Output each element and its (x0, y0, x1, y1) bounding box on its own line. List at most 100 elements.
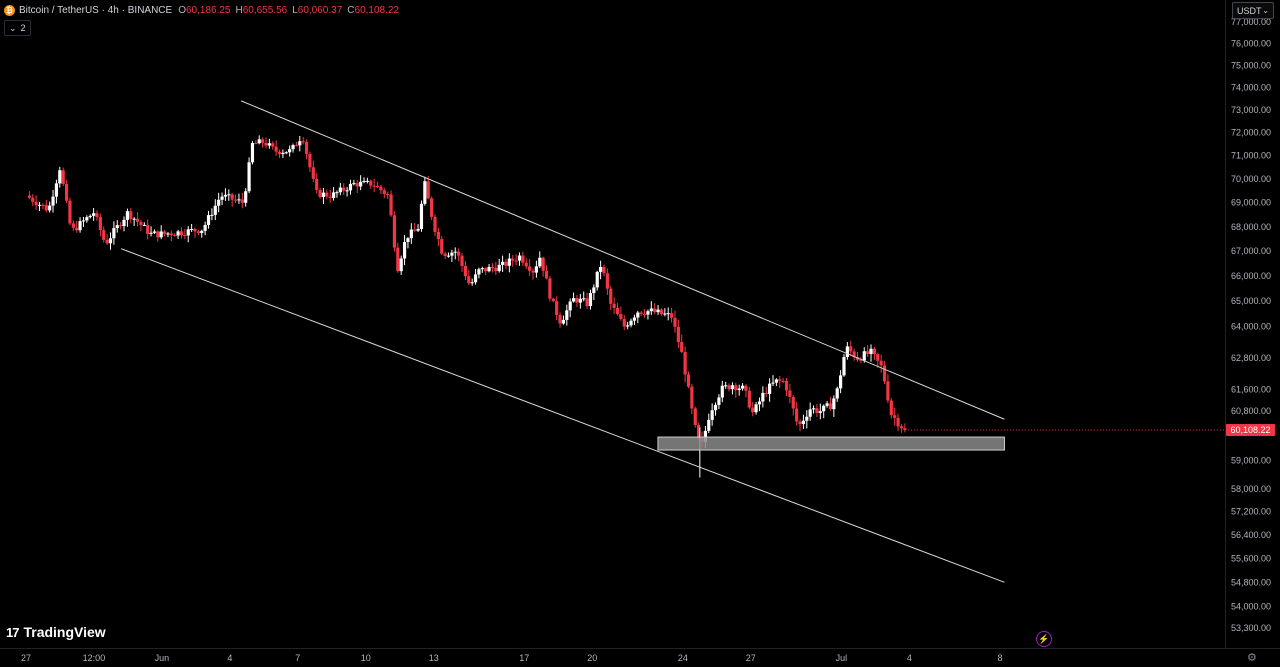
candle-body (494, 268, 498, 272)
candle-body (544, 270, 549, 279)
candle-body (866, 351, 870, 355)
candle-body (176, 231, 180, 236)
price-tick-label: 53,300.00 (1231, 623, 1271, 633)
candle-body (565, 310, 569, 320)
price-tick-label: 58,000.00 (1231, 484, 1271, 494)
time-tick-label: 20 (587, 653, 597, 663)
candle-body (626, 325, 630, 327)
candle-body (430, 198, 434, 217)
candle-body (636, 312, 640, 318)
candle-body (291, 145, 295, 150)
candle-body (808, 409, 812, 417)
candle-body (463, 265, 468, 277)
candle-body (538, 257, 542, 267)
candle-body (514, 260, 518, 262)
candle-body (304, 141, 309, 154)
candle-body (335, 192, 339, 194)
candle-body (751, 407, 755, 413)
candle-body (213, 205, 217, 215)
time-tick-label: 12:00 (83, 653, 106, 663)
candle-body (210, 214, 214, 216)
candle-body (186, 229, 190, 236)
candle-body (666, 313, 670, 315)
time-tick-label: 27 (746, 653, 756, 663)
candle-body (778, 379, 782, 381)
candle-body (413, 229, 417, 231)
price-tick-label: 59,000.00 (1231, 456, 1271, 466)
candle-body (720, 385, 724, 398)
candle-body (31, 197, 35, 202)
time-tick-label: 7 (295, 653, 300, 663)
candle-body (95, 213, 99, 218)
candle-body (206, 215, 211, 226)
candle-body (193, 228, 197, 232)
candle-body (115, 225, 119, 229)
trendline-lower (120, 248, 1005, 583)
candle-body (832, 398, 836, 410)
candle-body (903, 428, 907, 430)
candle-body (348, 183, 353, 191)
candle-body (81, 220, 86, 222)
symbol-legend[interactable]: ₿ Bitcoin / TetherUS · 4h · BINANCE O 60,… (4, 3, 404, 17)
candle-body (392, 215, 397, 248)
candle-body (315, 178, 319, 190)
candle-body (828, 403, 833, 410)
low-label: L (292, 4, 298, 16)
candle-body (240, 199, 244, 203)
currency-label: USDT (1237, 5, 1262, 16)
candle-body (754, 404, 758, 413)
price-tick-label: 60,800.00 (1231, 406, 1271, 416)
candle-body (200, 230, 204, 233)
candle-body (146, 224, 150, 234)
candle-body (737, 388, 741, 390)
candle-body (588, 293, 593, 307)
candle-body (338, 187, 342, 193)
candle-body (379, 186, 383, 191)
candle-body (862, 351, 866, 361)
candle-body (676, 326, 680, 343)
candle-body (318, 189, 322, 197)
price-tick-label: 65,000.00 (1231, 296, 1271, 306)
candle-body (457, 251, 461, 256)
candle-body (646, 311, 650, 315)
candle-body (724, 385, 728, 387)
close-label: C (347, 4, 355, 16)
candle-body (132, 218, 136, 220)
candle-body (768, 383, 772, 394)
price-tick-label: 77,000.00 (1231, 17, 1271, 27)
current-price-tag: 60,108.22 (1226, 423, 1275, 436)
gear-icon[interactable]: ⚙ (1247, 652, 1257, 664)
time-tick-label: 13 (429, 653, 439, 663)
candle-body (815, 408, 819, 413)
indicators-toggle[interactable]: ⌄ 2 (4, 20, 31, 36)
candle-body (555, 301, 559, 315)
candle-body (686, 374, 691, 387)
candle-body (602, 267, 606, 274)
candle-body (899, 426, 904, 429)
candle-body (592, 287, 596, 294)
candle-body (125, 211, 130, 220)
tradingview-brand[interactable]: 17 TradingView (6, 624, 106, 640)
candle-body (416, 229, 420, 231)
currency-select[interactable]: USDT ⌄ (1232, 2, 1274, 19)
candle-body (409, 229, 413, 239)
candle-body (85, 217, 89, 221)
time-axis[interactable]: 27 12:00 Jun 4 7 10 13 17 20 24 27 Jul 4 8 (21, 653, 1002, 663)
candle-body (71, 223, 75, 228)
lightning-icon[interactable]: ⚡ (1036, 631, 1052, 647)
candle-body (402, 241, 407, 259)
candle-body (267, 143, 271, 146)
candle-body (156, 231, 160, 238)
price-axis[interactable]: 77,000.00 76,000.00 75,000.00 74,000.00 73,0… (1231, 17, 1271, 633)
candle-body (818, 411, 822, 413)
candle-body (838, 375, 843, 389)
candle-body (849, 346, 853, 352)
time-tick-label: 17 (519, 653, 529, 663)
candle-body (811, 408, 816, 410)
price-tick-label: 70,000.00 (1231, 174, 1271, 184)
candle-body (152, 231, 157, 233)
candle-body (54, 183, 59, 197)
candle-body (619, 314, 623, 320)
candle-body (872, 348, 876, 355)
